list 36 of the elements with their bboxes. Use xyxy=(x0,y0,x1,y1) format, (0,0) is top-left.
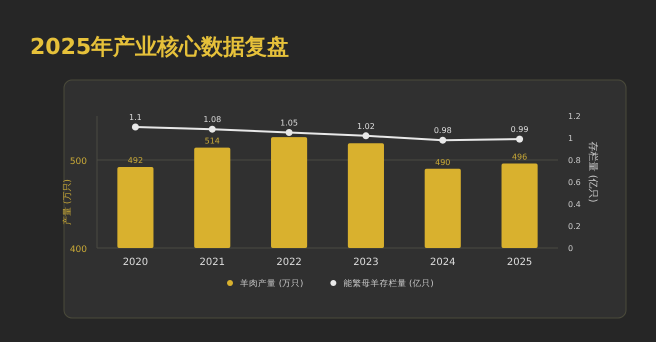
point xyxy=(132,124,139,130)
data-label: 1.1 xyxy=(129,113,142,122)
point xyxy=(439,136,446,144)
point xyxy=(362,132,370,140)
data-label: 496 xyxy=(512,152,528,162)
y2-tick-label: 0.2 xyxy=(568,222,581,231)
point xyxy=(286,129,293,136)
y2-axis-title: 存栏量 (亿只) xyxy=(587,142,599,203)
y2-tick-label: 0.4 xyxy=(568,200,581,209)
data-label: 1.08 xyxy=(203,115,222,124)
y2-tick-label: 0 xyxy=(568,244,574,253)
data-label: 514 xyxy=(204,136,220,146)
data-label: 0.98 xyxy=(434,126,452,136)
point xyxy=(516,136,524,143)
chart-title: 2025年产业核心数据复盘 xyxy=(30,34,290,60)
x-tick-label: 2024 xyxy=(430,257,456,268)
legend-label: 羊肉产量 (万只) xyxy=(240,278,304,289)
y-tick-label: 500 xyxy=(70,157,88,167)
legend-label: 能繁母羊存栏量 (亿只) xyxy=(343,278,434,289)
x-tick-label: 2020 xyxy=(122,257,148,268)
y-axis-title: 产量 (万只) xyxy=(62,179,73,225)
data-label: 490 xyxy=(435,158,450,167)
y2-tick-label: 0.8 xyxy=(568,156,581,165)
data-label: 0.99 xyxy=(510,125,528,134)
data-label: 492 xyxy=(128,156,144,166)
point xyxy=(208,126,216,133)
x-tick-label: 2021 xyxy=(200,257,225,268)
y2-tick-label: 0.6 xyxy=(568,178,581,187)
x-tick-label: 2022 xyxy=(276,257,302,268)
y-tick-label: 400 xyxy=(70,245,88,255)
data-label: 1.02 xyxy=(357,122,375,131)
x-tick-label: 2023 xyxy=(353,257,379,268)
x-tick-label: 2025 xyxy=(506,257,532,268)
y2-tick-label: 1 xyxy=(568,134,574,143)
y2-tick-label: 1.2 xyxy=(568,112,581,121)
data-label: 1.05 xyxy=(280,118,298,128)
